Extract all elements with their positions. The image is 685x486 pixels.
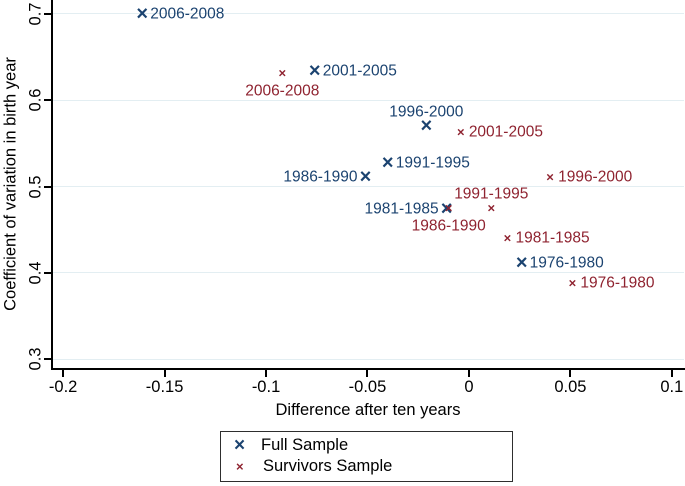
gridline xyxy=(53,99,684,101)
point-label: 1991-1995 xyxy=(395,154,470,172)
full-sample-point-1981-1985: × xyxy=(440,198,453,221)
y-tick-label: 0.5 xyxy=(26,175,45,199)
x-tick-label: -0.15 xyxy=(145,378,184,396)
point-label: 1986-1990 xyxy=(411,217,486,235)
x-tick-label: 0.05 xyxy=(554,378,587,396)
point-label: 1976-1980 xyxy=(580,274,655,292)
legend-item-full-sample: × Full Sample xyxy=(234,435,512,456)
full-sample-x-marker-icon: × xyxy=(234,435,246,456)
legend-label-full-sample: Full Sample xyxy=(261,436,349,454)
x-tick-label: -0.05 xyxy=(348,378,387,396)
y-axis-title: Coefficient of variation in birth year xyxy=(1,57,20,311)
full-sample-point-1986-1990: × xyxy=(359,166,372,189)
y-axis-line xyxy=(51,0,53,370)
gridline xyxy=(53,13,684,15)
survivors-sample-x-marker-icon: × xyxy=(236,459,244,474)
y-tick xyxy=(44,271,52,274)
x-tick-label: 0.1 xyxy=(660,378,684,396)
legend-item-survivors-sample: × Survivors Sample xyxy=(234,456,512,477)
plot-area: × 2006-2008 × 2001-2005 × 1996-2000 × 1991-1995… xyxy=(53,0,684,368)
x-tick xyxy=(467,370,470,377)
full-sample-point-1991-1995: × xyxy=(381,152,394,175)
survivors-sample-point-1976-1980: × xyxy=(568,275,577,291)
point-label: 1991-1995 xyxy=(454,185,529,203)
survivors-sample-point-2006-2008: × xyxy=(278,65,287,81)
x-tick xyxy=(569,370,572,377)
x-axis-line xyxy=(51,368,685,370)
y-tick xyxy=(44,185,52,188)
legend-box: × Full Sample × Survivors Sample xyxy=(220,431,513,482)
full-sample-point-1976-1980: × xyxy=(515,252,528,275)
point-label: 1986-1990 xyxy=(283,168,358,186)
y-tick-label: 0.3 xyxy=(26,347,45,371)
x-tick-label: 0 xyxy=(464,378,474,396)
gridline xyxy=(53,272,684,274)
full-sample-point-2001-2005: × xyxy=(308,59,321,82)
point-label: 1996-2000 xyxy=(558,168,633,186)
survivors-sample-point-1996-2000: × xyxy=(546,169,554,185)
y-tick xyxy=(44,358,52,361)
y-tick-label: 0.4 xyxy=(26,261,45,285)
x-axis-title: Difference after ten years xyxy=(275,401,461,419)
point-label: 2006-2008 xyxy=(245,81,320,99)
survivors-sample-point-1986-1990: × xyxy=(444,200,453,216)
point-label: 1976-1980 xyxy=(529,254,604,272)
y-tick-label: 0.6 xyxy=(26,88,45,112)
x-tick-label: -0.2 xyxy=(48,378,78,396)
survivors-sample-point-2001-2005: × xyxy=(457,124,465,140)
gridline xyxy=(53,186,684,188)
y-tick xyxy=(44,12,52,15)
x-tick xyxy=(366,370,369,377)
x-tick xyxy=(265,370,268,377)
point-label: 1981-1985 xyxy=(515,229,590,247)
survivors-sample-point-1991-1995: × xyxy=(487,200,496,216)
point-label: 1996-2000 xyxy=(389,103,464,121)
point-label: 2006-2008 xyxy=(150,5,225,23)
point-label: 2001-2005 xyxy=(322,62,397,80)
point-label: 2001-2005 xyxy=(468,123,543,141)
survivors-sample-point-1981-1985: × xyxy=(503,230,512,246)
y-tick xyxy=(44,99,52,102)
x-tick xyxy=(670,370,673,377)
y-tick-label: 0.7 xyxy=(26,2,45,26)
x-tick-label: -0.1 xyxy=(251,378,281,396)
legend-label-survivors-sample: Survivors Sample xyxy=(263,457,393,475)
x-tick xyxy=(163,370,166,377)
x-tick xyxy=(62,370,65,377)
gridline xyxy=(53,358,684,360)
point-label: 1981-1985 xyxy=(364,200,439,218)
